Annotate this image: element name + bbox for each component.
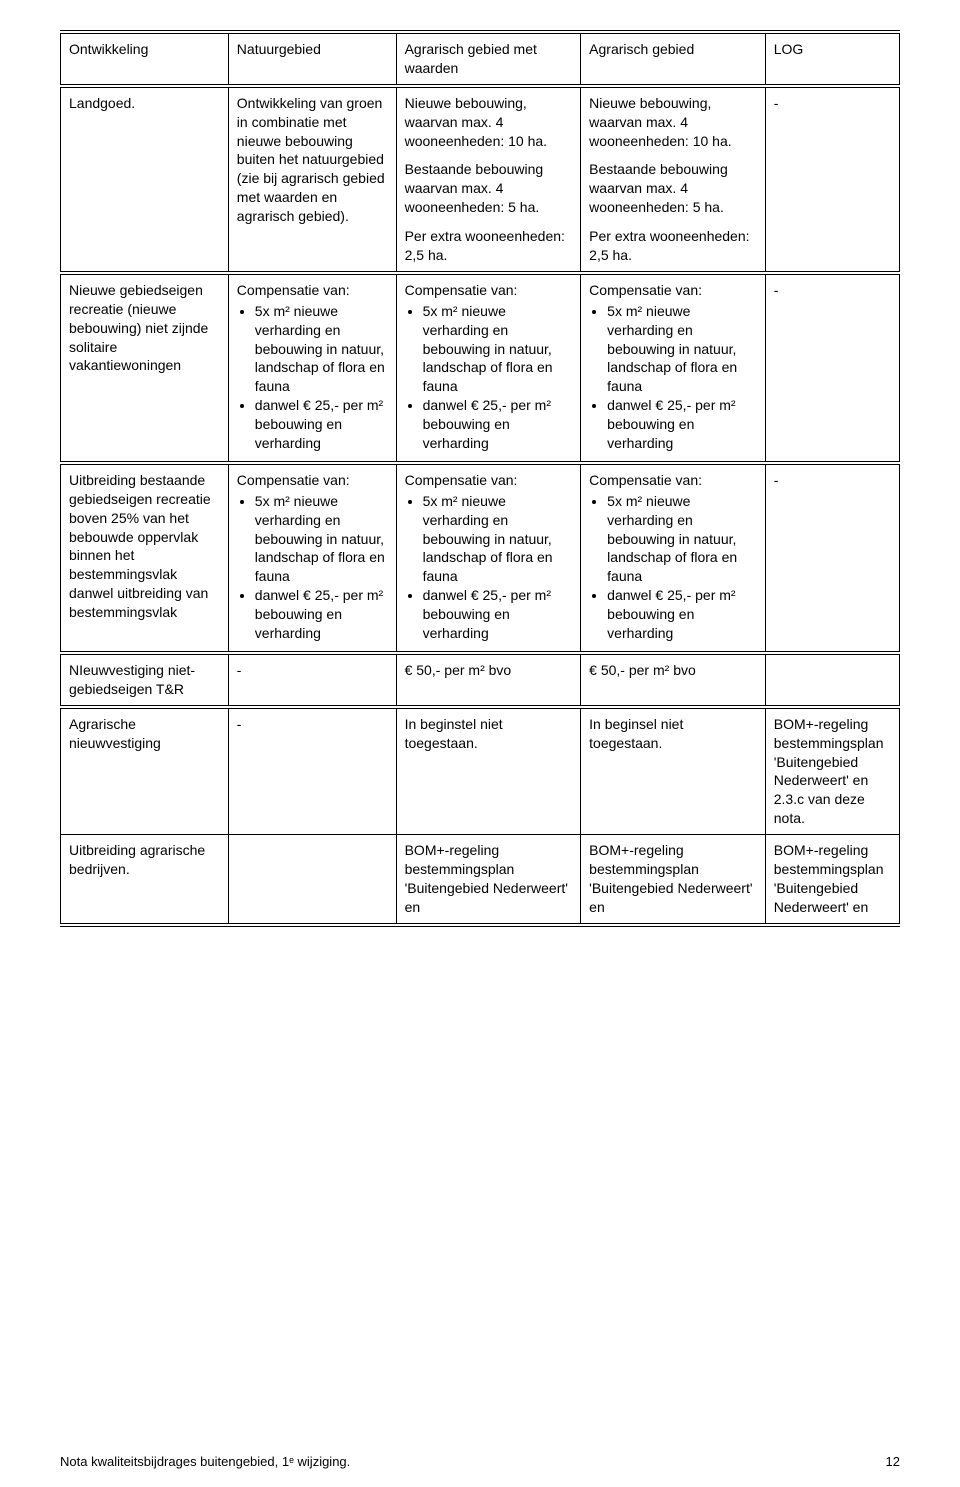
- footer-page-number: 12: [886, 1454, 900, 1469]
- paragraph: Bestaande bebouwing waarvan max. 4 woone…: [589, 160, 757, 217]
- footer-left: Nota kwaliteitsbijdrages buitengebied, 1…: [60, 1454, 350, 1469]
- compensatie-intro: Compensatie van:: [405, 472, 518, 488]
- list-item: danwel € 25,- per m² bebouwing en verhar…: [423, 396, 573, 453]
- cell: € 50,- per m² bvo: [396, 653, 581, 707]
- cell: BOM+-regeling bestemmingsplan 'Buitengeb…: [581, 835, 766, 925]
- bullet-list: 5x m² nieuwe verharding en bebouwing in …: [237, 302, 388, 453]
- bullet-list: 5x m² nieuwe verharding en bebouwing in …: [237, 492, 388, 643]
- paragraph: Per extra wooneenheden: 2,5 ha.: [589, 227, 757, 265]
- paragraph: Bestaande bebouwing waarvan max. 4 woone…: [405, 160, 573, 217]
- cell: [765, 653, 899, 707]
- cell: Compensatie van: 5x m² nieuwe verharding…: [228, 273, 396, 463]
- cell: Compensatie van: 5x m² nieuwe verharding…: [581, 463, 766, 653]
- compensatie-intro: Compensatie van:: [589, 472, 702, 488]
- list-item: 5x m² nieuwe verharding en bebouwing in …: [255, 492, 388, 586]
- cell: € 50,- per m² bvo: [581, 653, 766, 707]
- cell: Compensatie van: 5x m² nieuwe verharding…: [581, 273, 766, 463]
- cell: [228, 835, 396, 925]
- table-row: Uitbreiding agrarische bedrijven. BOM+-r…: [61, 835, 900, 925]
- cell: Uitbreiding agrarische bedrijven.: [61, 835, 229, 925]
- bullet-list: 5x m² nieuwe verharding en bebouwing in …: [589, 492, 757, 643]
- cell: In beginsel niet toegestaan.: [581, 707, 766, 835]
- table-row: Uitbreiding bestaande gebiedseigen recre…: [61, 463, 900, 653]
- table-row: Agrarische nieuwvestiging - In beginstel…: [61, 707, 900, 835]
- paragraph: Nieuwe bebouwing, waarvan max. 4 wooneen…: [405, 94, 573, 151]
- cell: -: [228, 707, 396, 835]
- list-item: danwel € 25,- per m² bebouwing en verhar…: [423, 586, 573, 643]
- list-item: 5x m² nieuwe verharding en bebouwing in …: [423, 492, 573, 586]
- cell: -: [765, 86, 899, 273]
- table-row: NIeuwvestiging niet-gebiedseigen T&R - €…: [61, 653, 900, 707]
- table-header-row: Ontwikkeling Natuurgebied Agrarisch gebi…: [61, 32, 900, 86]
- cell: Agrarische nieuwvestiging: [61, 707, 229, 835]
- cell: Uitbreiding bestaande gebiedseigen recre…: [61, 463, 229, 653]
- compensatie-intro: Compensatie van:: [589, 282, 702, 298]
- header-natuurgebied: Natuurgebied: [228, 32, 396, 86]
- header-agrarisch: Agrarisch gebied: [581, 32, 766, 86]
- compensatie-intro: Compensatie van:: [237, 282, 350, 298]
- cell: NIeuwvestiging niet-gebiedseigen T&R: [61, 653, 229, 707]
- table-row: Nieuwe gebiedseigen recreatie (nieuwe be…: [61, 273, 900, 463]
- list-item: danwel € 25,- per m² bebouwing en verhar…: [255, 396, 388, 453]
- list-item: 5x m² nieuwe verharding en bebouwing in …: [255, 302, 388, 396]
- page: Ontwikkeling Natuurgebied Agrarisch gebi…: [0, 0, 960, 1487]
- policy-table: Ontwikkeling Natuurgebied Agrarisch gebi…: [60, 30, 900, 927]
- list-item: 5x m² nieuwe verharding en bebouwing in …: [607, 302, 757, 396]
- table-row: Landgoed. Ontwikkeling van groen in comb…: [61, 86, 900, 273]
- cell: Nieuwe bebouwing, waarvan max. 4 wooneen…: [396, 86, 581, 273]
- cell: In beginstel niet toegestaan.: [396, 707, 581, 835]
- cell: Compensatie van: 5x m² nieuwe verharding…: [228, 463, 396, 653]
- cell: BOM+-regeling bestemmingsplan 'Buitengeb…: [396, 835, 581, 925]
- cell: Nieuwe gebiedseigen recreatie (nieuwe be…: [61, 273, 229, 463]
- cell: -: [228, 653, 396, 707]
- list-item: danwel € 25,- per m² bebouwing en verhar…: [255, 586, 388, 643]
- bullet-list: 5x m² nieuwe verharding en bebouwing in …: [405, 302, 573, 453]
- cell: Nieuwe bebouwing, waarvan max. 4 wooneen…: [581, 86, 766, 273]
- list-item: 5x m² nieuwe verharding en bebouwing in …: [423, 302, 573, 396]
- header-log: LOG: [765, 32, 899, 86]
- table-bottom-rule: [61, 925, 900, 927]
- list-item: danwel € 25,- per m² bebouwing en verhar…: [607, 586, 757, 643]
- compensatie-intro: Compensatie van:: [405, 282, 518, 298]
- cell: BOM+-regeling bestemmingsplan 'Buitengeb…: [765, 707, 899, 835]
- cell: Compensatie van: 5x m² nieuwe verharding…: [396, 273, 581, 463]
- cell: -: [765, 463, 899, 653]
- page-footer: Nota kwaliteitsbijdrages buitengebied, 1…: [60, 1454, 900, 1469]
- compensatie-intro: Compensatie van:: [237, 472, 350, 488]
- header-ontwikkeling: Ontwikkeling: [61, 32, 229, 86]
- paragraph: Nieuwe bebouwing, waarvan max. 4 wooneen…: [589, 94, 757, 151]
- bullet-list: 5x m² nieuwe verharding en bebouwing in …: [405, 492, 573, 643]
- list-item: danwel € 25,- per m² bebouwing en verhar…: [607, 396, 757, 453]
- cell: Compensatie van: 5x m² nieuwe verharding…: [396, 463, 581, 653]
- bullet-list: 5x m² nieuwe verharding en bebouwing in …: [589, 302, 757, 453]
- cell: -: [765, 273, 899, 463]
- header-agrarisch-met-waarden: Agrarisch gebied met waarden: [396, 32, 581, 86]
- cell-landgoed: Landgoed.: [61, 86, 229, 273]
- cell: Ontwikkeling van groen in combinatie met…: [228, 86, 396, 273]
- paragraph: Per extra wooneenheden: 2,5 ha.: [405, 227, 573, 265]
- list-item: 5x m² nieuwe verharding en bebouwing in …: [607, 492, 757, 586]
- cell: BOM+-regeling bestemmingsplan 'Buitengeb…: [765, 835, 899, 925]
